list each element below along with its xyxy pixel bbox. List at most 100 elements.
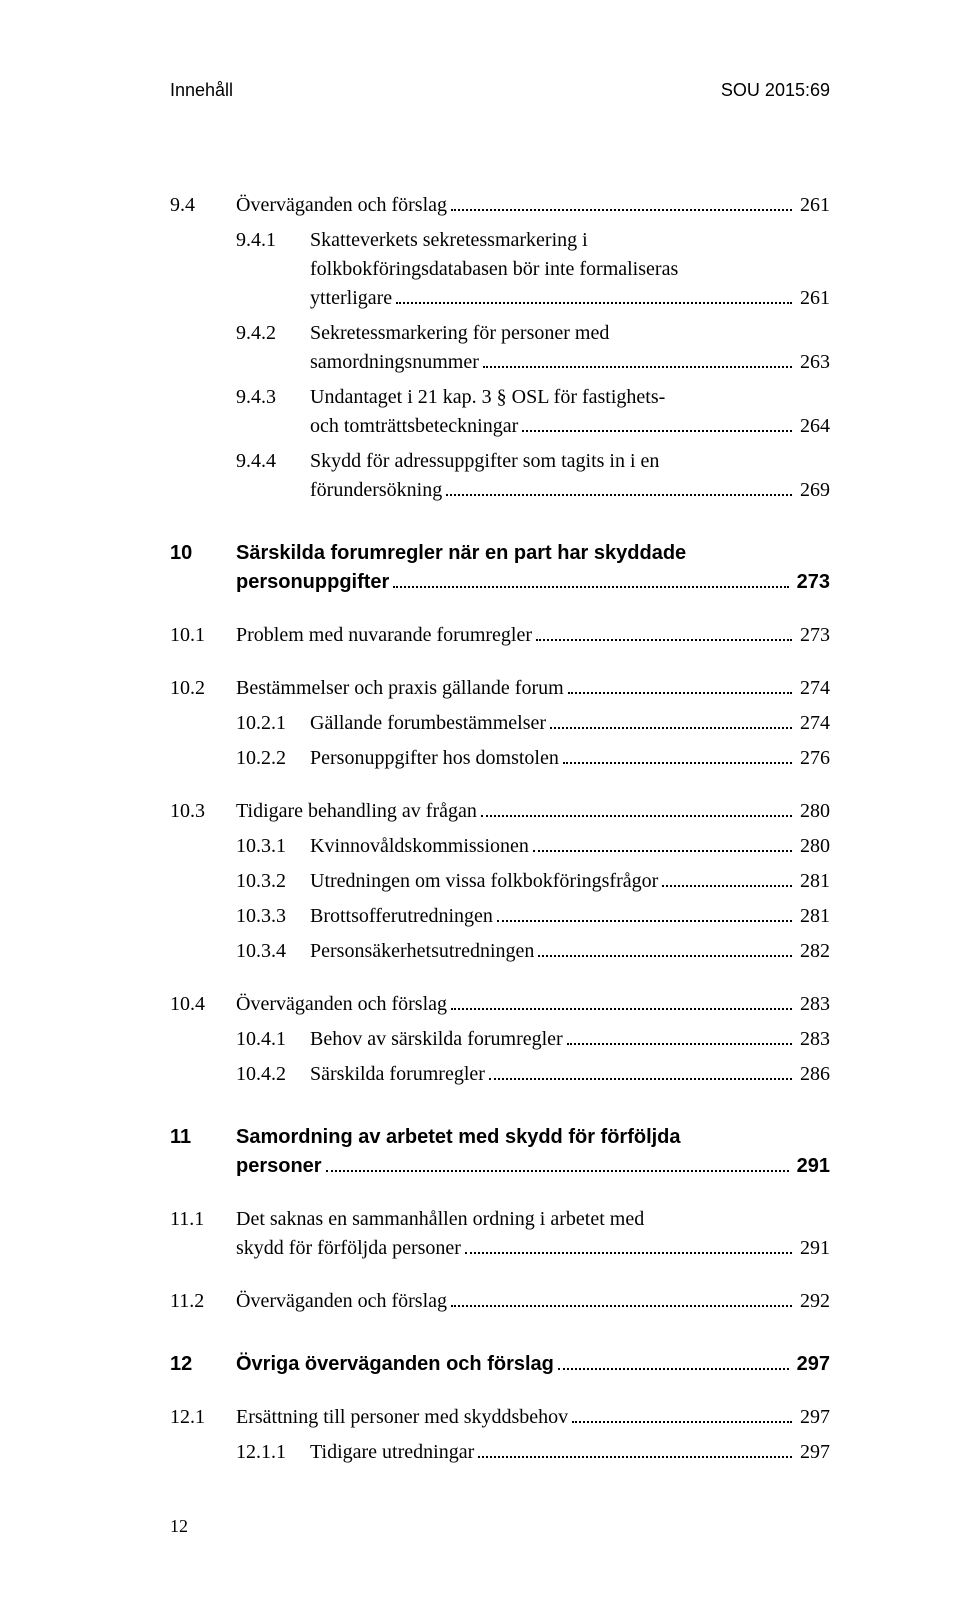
toc-entry: 10.3.3Brottsofferutredningen 281 — [170, 902, 830, 931]
toc-number: 9.4.3 — [236, 383, 310, 412]
toc-page: 274 — [796, 674, 830, 703]
toc-label: ytterligare — [310, 284, 392, 313]
toc-label-wrap: Övriga överväganden och förslag297 — [236, 1350, 830, 1379]
dot-leader — [536, 625, 792, 641]
toc-number: 11.1 — [170, 1205, 236, 1234]
toc-entry: 9.4Överväganden och förslag 261 — [170, 191, 830, 220]
toc-page: 283 — [796, 1025, 830, 1054]
toc-label: Skydd för adressuppgifter som tagits in … — [310, 447, 830, 476]
toc-page: 261 — [796, 191, 830, 220]
toc-body: 9.4Överväganden och förslag2619.4.1Skatt… — [170, 191, 830, 1467]
toc-number: 10.2 — [170, 674, 236, 703]
toc-entry: 10.3.1Kvinnovåldskommissionen280 — [170, 832, 830, 861]
toc-label: Särskilda forumregler när en part har sk… — [236, 539, 830, 568]
toc-entry: 10Särskilda forumregler när en part har … — [170, 539, 830, 597]
toc-entry: 10.3.2Utredningen om vissa folkbokföring… — [170, 867, 830, 896]
toc-page: 274 — [796, 709, 830, 738]
toc-number: 10.4.1 — [236, 1025, 310, 1054]
toc-page: 281 — [796, 902, 830, 931]
toc-label-wrap: Överväganden och förslag 261 — [236, 191, 830, 220]
toc-number: 9.4 — [170, 191, 236, 220]
dot-leader — [662, 871, 792, 887]
toc-label: Behov av särskilda forumregler — [310, 1025, 563, 1054]
toc-number: 10.3.4 — [236, 937, 310, 966]
toc-label: Utredningen om vissa folkbokföringsfrågo… — [310, 867, 658, 896]
toc-entry: 10.3.4Personsäkerhetsutredningen282 — [170, 937, 830, 966]
toc-number: 10.2.1 — [236, 709, 310, 738]
toc-label-wrap: Gällande forumbestämmelser 274 — [310, 709, 830, 738]
dot-leader — [451, 1291, 792, 1307]
header-right: SOU 2015:69 — [721, 80, 830, 101]
dot-leader — [451, 195, 792, 211]
toc-page: 273 — [793, 568, 830, 597]
toc-entry: 10.1Problem med nuvarande forumregler273 — [170, 621, 830, 650]
toc-entry: 10.3Tidigare behandling av frågan280 — [170, 797, 830, 826]
dot-leader — [572, 1407, 792, 1423]
toc-label: förundersökning — [310, 476, 442, 505]
toc-number: 10.4 — [170, 990, 236, 1019]
toc-label-wrap: Tidigare utredningar297 — [310, 1438, 830, 1467]
toc-entry: 12Övriga överväganden och förslag297 — [170, 1350, 830, 1379]
toc-label: Brottsofferutredningen — [310, 902, 493, 931]
dot-leader — [393, 572, 788, 588]
toc-label-wrap: Personuppgifter hos domstolen276 — [310, 744, 830, 773]
dot-leader — [481, 801, 792, 817]
toc-label-wrap: Särskilda forumregler286 — [310, 1060, 830, 1089]
toc-number: 10.3.3 — [236, 902, 310, 931]
toc-label: Skatteverkets sekretessmarkering i — [310, 226, 830, 255]
dot-leader — [396, 288, 792, 304]
toc-label: folkbokföringsdatabasen bör inte formali… — [310, 255, 830, 284]
toc-page: 283 — [796, 990, 830, 1019]
toc-label-wrap: Särskilda forumregler när en part har sk… — [236, 539, 830, 597]
toc-number: 10.4.2 — [236, 1060, 310, 1089]
toc-page: 297 — [793, 1350, 830, 1379]
toc-entry: 10.2.2Personuppgifter hos domstolen276 — [170, 744, 830, 773]
toc-label-wrap: Personsäkerhetsutredningen282 — [310, 937, 830, 966]
dot-leader — [522, 416, 792, 432]
toc-page: 273 — [796, 621, 830, 650]
toc-page: 282 — [796, 937, 830, 966]
toc-entry: 9.4.3Undantaget i 21 kap. 3 § OSL för fa… — [170, 383, 830, 441]
toc-page: 276 — [796, 744, 830, 773]
toc-label: Särskilda forumregler — [310, 1060, 485, 1089]
toc-page: 291 — [793, 1152, 830, 1181]
toc-label: Gällande forumbestämmelser — [310, 709, 546, 738]
toc-label-wrap: Behov av särskilda forumregler 283 — [310, 1025, 830, 1054]
dot-leader — [563, 748, 792, 764]
toc-label: Tidigare utredningar — [310, 1438, 474, 1467]
dot-leader — [446, 480, 792, 496]
running-header: Innehåll SOU 2015:69 — [170, 80, 830, 101]
toc-page: 264 — [796, 412, 830, 441]
toc-label: personer — [236, 1152, 322, 1181]
toc-entry: 11.2Överväganden och förslag 292 — [170, 1287, 830, 1316]
toc-label-wrap: Tidigare behandling av frågan280 — [236, 797, 830, 826]
dot-leader — [538, 941, 792, 957]
toc-label-wrap: Bestämmelser och praxis gällande forum27… — [236, 674, 830, 703]
dot-leader — [326, 1156, 789, 1172]
dot-leader — [497, 906, 792, 922]
toc-label: Samordning av arbetet med skydd för förf… — [236, 1123, 830, 1152]
toc-label: Överväganden och förslag — [236, 191, 447, 220]
toc-number: 9.4.1 — [236, 226, 310, 255]
toc-label: Överväganden och förslag — [236, 1287, 447, 1316]
toc-page: 292 — [796, 1287, 830, 1316]
toc-label: skydd för förföljda personer — [236, 1234, 461, 1263]
dot-leader — [465, 1238, 792, 1254]
toc-number: 12 — [170, 1350, 236, 1379]
toc-entry: 10.2Bestämmelser och praxis gällande for… — [170, 674, 830, 703]
toc-entry: 12.1Ersättning till personer med skyddsb… — [170, 1403, 830, 1432]
toc-label-wrap: Samordning av arbetet med skydd för förf… — [236, 1123, 830, 1181]
toc-entry: 10.4Överväganden och förslag283 — [170, 990, 830, 1019]
toc-label: Sekretessmarkering för personer med — [310, 319, 830, 348]
toc-number: 12.1 — [170, 1403, 236, 1432]
toc-label-wrap: Ersättning till personer med skyddsbehov… — [236, 1403, 830, 1432]
toc-number: 10.3 — [170, 797, 236, 826]
toc-label-wrap: Sekretessmarkering för personer medsamor… — [310, 319, 830, 377]
dot-leader — [451, 994, 792, 1010]
toc-entry: 9.4.4Skydd för adressuppgifter som tagit… — [170, 447, 830, 505]
toc-number: 11.2 — [170, 1287, 236, 1316]
toc-number: 11 — [170, 1123, 236, 1152]
toc-label: personuppgifter — [236, 568, 389, 597]
toc-page: 263 — [796, 348, 830, 377]
toc-label-wrap: Skatteverkets sekretessmarkering ifolkbo… — [310, 226, 830, 313]
